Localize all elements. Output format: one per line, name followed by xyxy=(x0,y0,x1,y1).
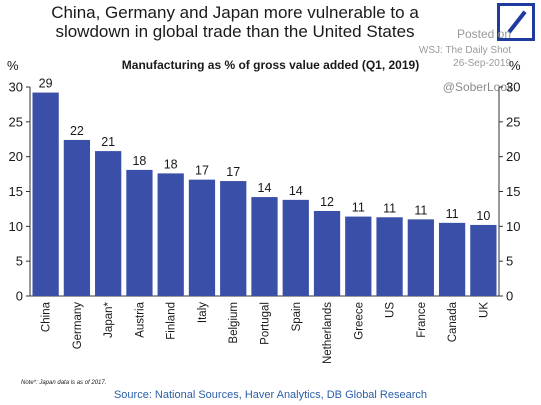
data-label: 11 xyxy=(414,203,427,217)
category-label: Netherlands xyxy=(322,302,334,364)
category-label: US xyxy=(385,302,397,318)
y-tick-label-left: 0 xyxy=(16,289,23,304)
data-label: 11 xyxy=(446,207,459,221)
chart-subtitle: Manufacturing as % of gross value added … xyxy=(121,58,420,72)
bar xyxy=(32,92,59,296)
y-tick-label-right: 20 xyxy=(506,149,520,164)
y-tick-label-right: 25 xyxy=(506,114,520,129)
y-tick-label-right: 10 xyxy=(506,219,520,234)
y-tick-label-left: 10 xyxy=(9,219,23,234)
data-label: 11 xyxy=(383,201,396,215)
y-axis-unit-right: % xyxy=(509,58,521,73)
chart-title: China, Germany and Japan more vulnerable… xyxy=(0,3,470,41)
bar xyxy=(376,217,403,296)
category-label: Greece xyxy=(353,302,365,340)
data-label: 17 xyxy=(226,165,240,179)
category-label: Canada xyxy=(447,301,459,342)
y-tick-label-left: 30 xyxy=(9,80,23,95)
chart-title-line-2: slowdown in global trade than the United… xyxy=(55,22,415,41)
footnote: Note*: Japan data is as of 2017. xyxy=(21,380,107,386)
watermark-posted: Posted on xyxy=(456,27,511,41)
data-label: 14 xyxy=(258,181,272,195)
data-label: 10 xyxy=(476,209,490,223)
deutsche-bank-logo xyxy=(497,3,535,41)
watermark-handle: @SoberLook xyxy=(442,80,513,94)
y-tick-label-left: 25 xyxy=(9,114,23,129)
category-label: France xyxy=(416,302,428,338)
y-tick-label-left: 20 xyxy=(9,149,23,164)
data-label: 21 xyxy=(101,135,115,149)
category-label: China xyxy=(41,301,53,332)
category-label: Germany xyxy=(72,302,84,350)
category-label: Belgium xyxy=(228,302,240,344)
bar xyxy=(438,222,466,296)
bar xyxy=(470,224,497,296)
data-label: 18 xyxy=(164,157,178,171)
data-label: 29 xyxy=(39,77,53,91)
watermark-outlet: WSJ: The Daily Shot xyxy=(418,45,511,56)
category-label: Portugal xyxy=(260,302,272,345)
bar xyxy=(126,169,153,296)
data-label: 17 xyxy=(195,164,209,178)
chart-title-line-1: China, Germany and Japan more vulnerable… xyxy=(51,3,419,22)
category-label: Italy xyxy=(197,302,209,323)
bar xyxy=(95,151,122,296)
source-line: Source: National Sources, Haver Analytic… xyxy=(113,389,428,401)
data-label: 14 xyxy=(289,184,303,198)
category-label: UK xyxy=(478,302,490,318)
bar xyxy=(188,179,216,296)
data-label: 22 xyxy=(70,124,84,138)
y-tick-label-left: 15 xyxy=(9,184,23,199)
y-tick-label-right: 5 xyxy=(506,254,513,269)
y-axis-unit-left: % xyxy=(7,58,19,73)
y-tick-label-right: 15 xyxy=(506,184,520,199)
bar xyxy=(251,197,278,296)
bar xyxy=(282,199,309,296)
y-tick-label-right: 30 xyxy=(506,80,520,95)
category-label: Austria xyxy=(134,301,146,337)
data-label: 18 xyxy=(132,154,146,168)
bar xyxy=(157,173,184,296)
bar xyxy=(313,211,341,296)
y-tick-label-left: 5 xyxy=(16,254,23,269)
bar xyxy=(407,219,434,296)
bar xyxy=(220,181,247,296)
data-label: 12 xyxy=(320,195,334,209)
category-label: Spain xyxy=(291,302,303,331)
bar xyxy=(345,216,372,296)
category-label: Japan* xyxy=(103,301,115,337)
bar xyxy=(63,139,91,296)
y-tick-label-right: 0 xyxy=(506,289,513,304)
watermark-date: 26-Sep-2019 xyxy=(453,58,511,69)
category-label: Finland xyxy=(166,302,178,340)
data-label: 11 xyxy=(352,201,365,215)
